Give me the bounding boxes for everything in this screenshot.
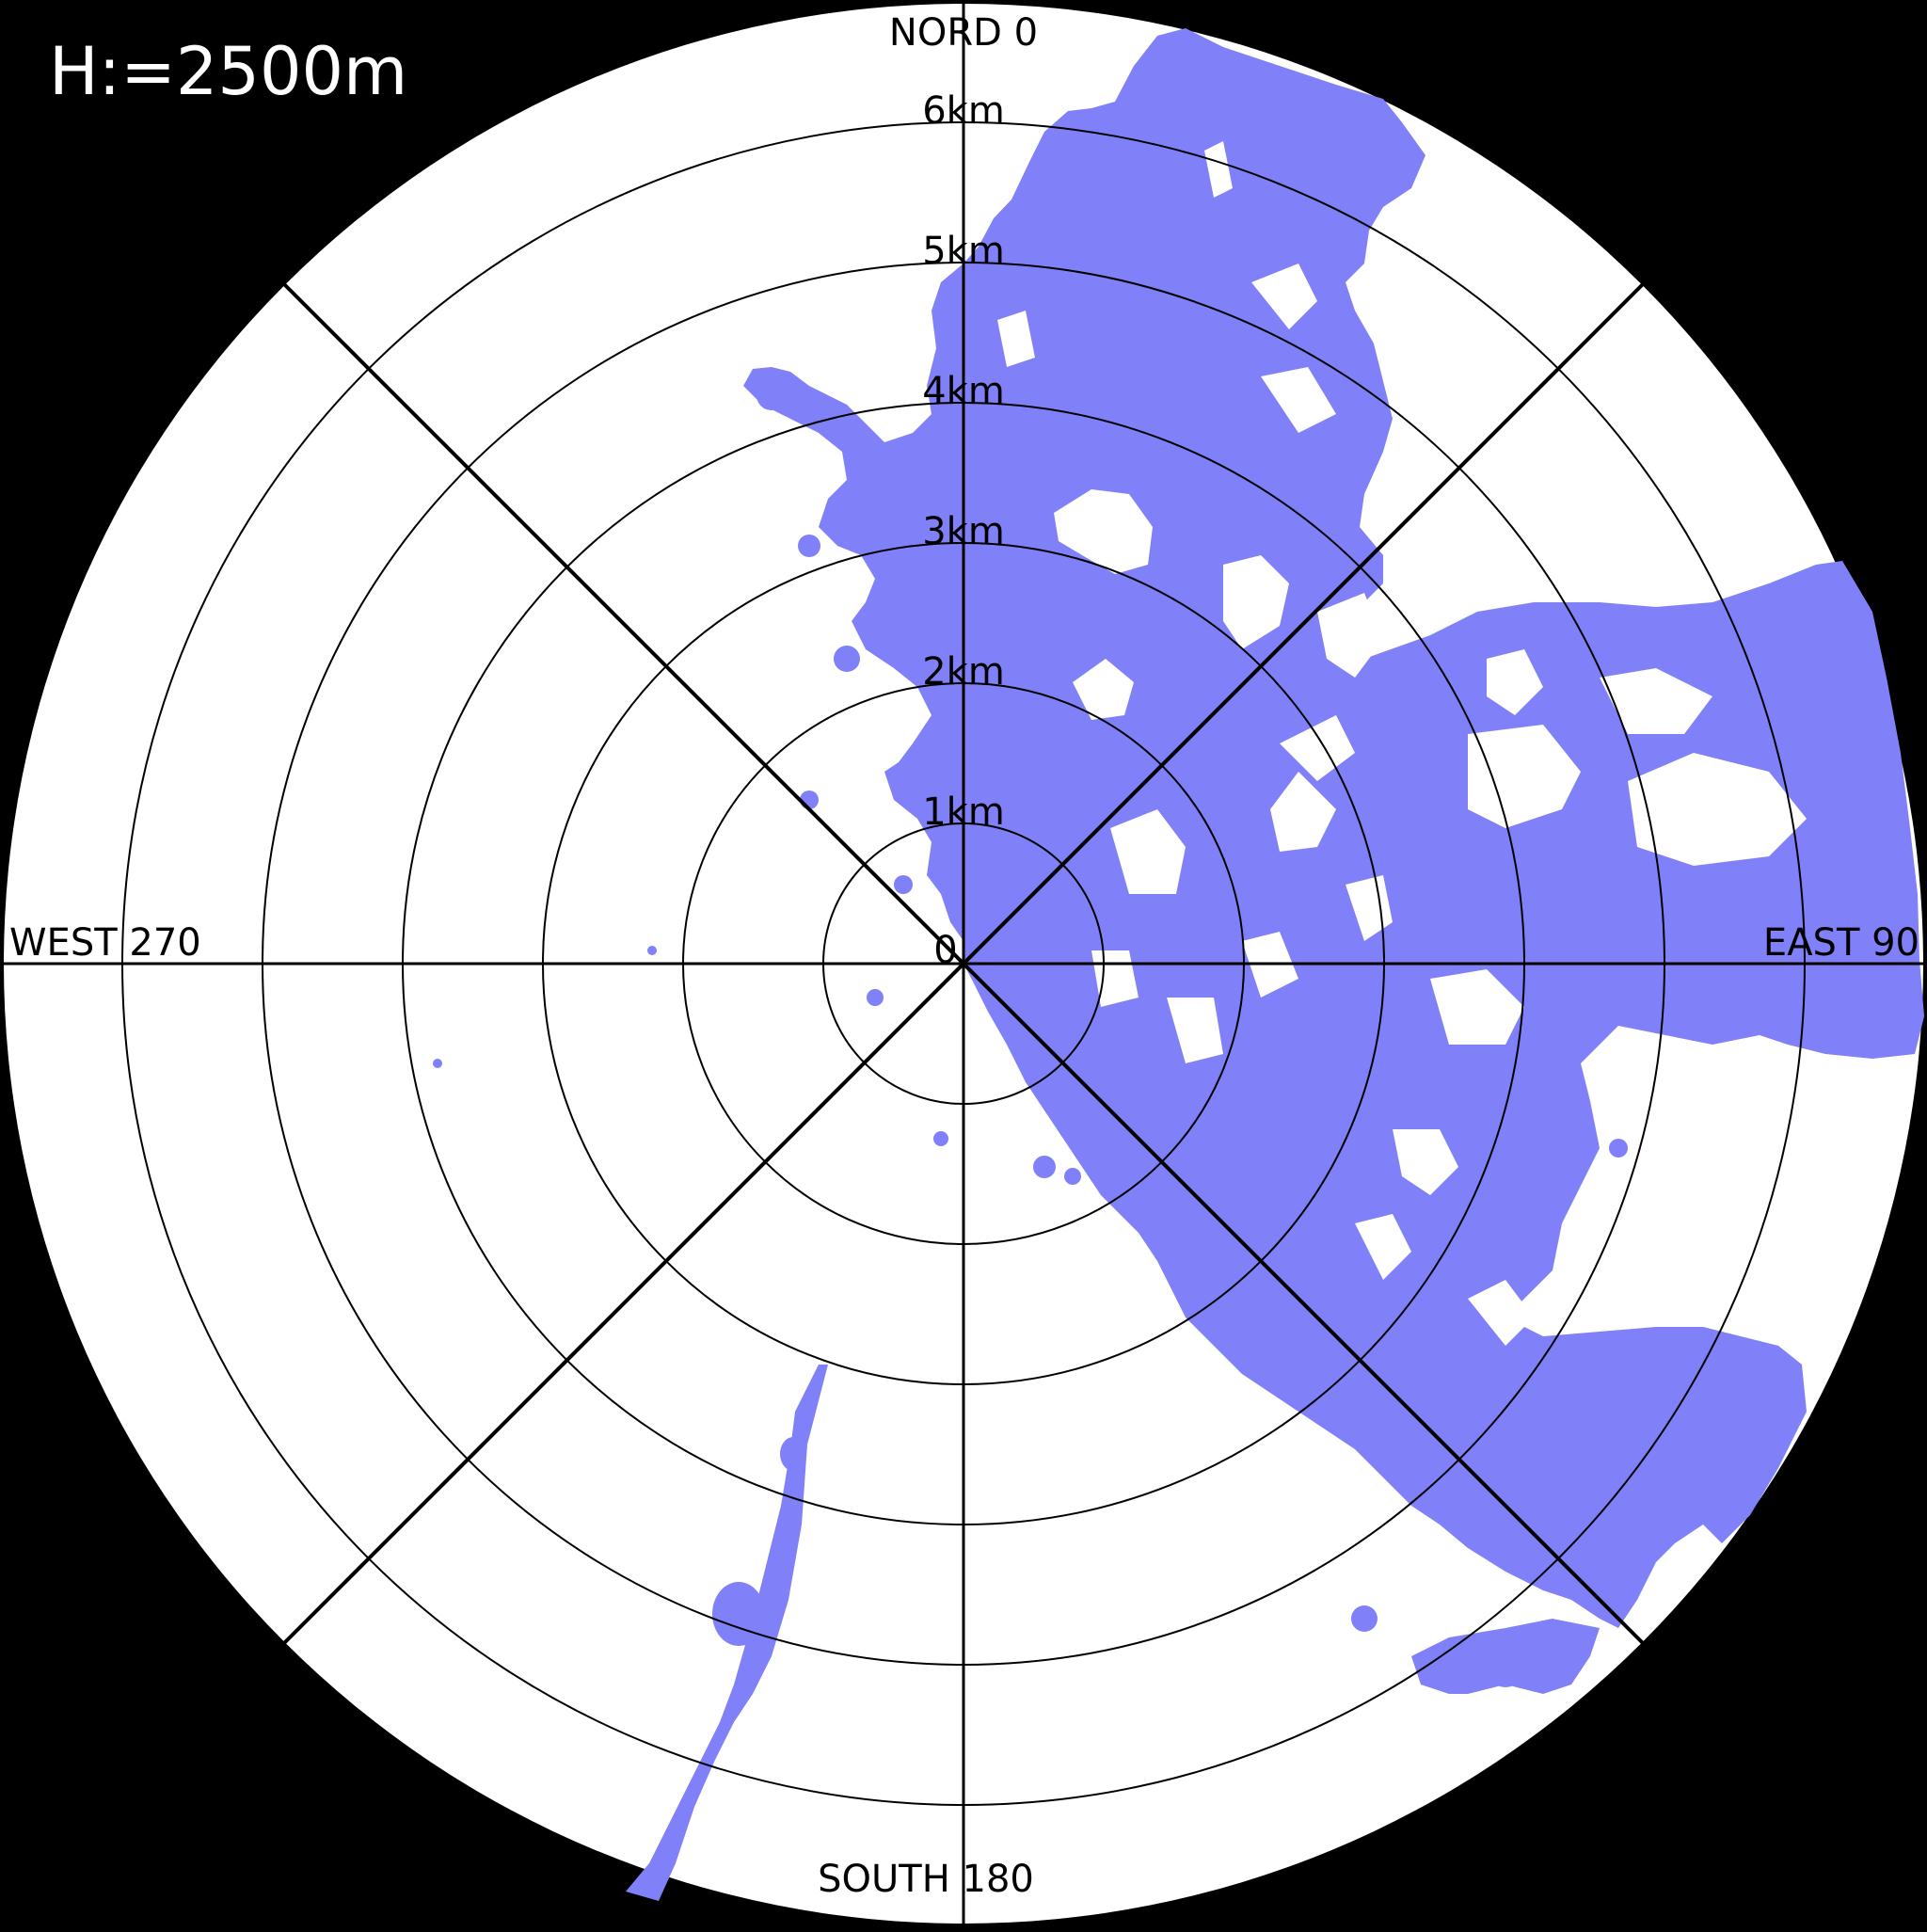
direction-label-south: SOUTH 180 (818, 1858, 1034, 1901)
echo-gap (1270, 772, 1336, 852)
range-ring-label-layer: 1km 2km 3km 4km 5km 6km (922, 89, 1005, 834)
echo-fleck (647, 946, 657, 955)
echo-gap (1261, 367, 1336, 433)
range-ring-label: 6km (922, 89, 1005, 133)
echo-main-east (964, 28, 1924, 1628)
echo-fleck (933, 1131, 948, 1146)
echo-gap (1223, 555, 1289, 649)
echo-fleck (1064, 1168, 1081, 1185)
direction-label-north: NORD 0 (889, 11, 1038, 55)
echo-fleck (1329, 1319, 1362, 1353)
echo-fleck (798, 535, 820, 557)
echo-fleck (867, 989, 884, 1006)
echo-gap (1110, 809, 1186, 894)
echo-fleck (756, 380, 787, 410)
echo-gap (1487, 649, 1543, 715)
direction-label-west: WEST 270 (9, 921, 201, 965)
echo-fleck (1489, 1653, 1522, 1687)
echo-gap (1317, 593, 1383, 678)
echo-gap (1251, 263, 1317, 329)
echo-layer (433, 28, 1924, 1901)
echo-fleck (1172, 1163, 1199, 1190)
direction-label-east: EAST 90 (1763, 921, 1919, 965)
range-ring-label: 2km (922, 650, 1005, 694)
echo-gap (997, 311, 1035, 367)
range-ring-label: 5km (922, 230, 1005, 273)
echo-gap (1468, 725, 1581, 828)
echo-gap (1430, 969, 1524, 1045)
height-label: H:=2500m (49, 33, 407, 110)
echo-gap (1355, 1214, 1411, 1280)
range-ring-label: 3km (922, 510, 1005, 553)
echo-spoke-node (712, 1582, 765, 1646)
echo-gap (1468, 1280, 1534, 1346)
echo-fleck (800, 790, 819, 809)
echo-gap (1280, 715, 1355, 781)
echo-fleck (834, 646, 860, 672)
echo-fleck (1351, 1605, 1378, 1632)
echo-gap (1600, 668, 1712, 734)
echo-spoke-node (780, 1437, 806, 1471)
echo-gap (1167, 998, 1223, 1063)
echo-gap (1346, 875, 1393, 941)
echo-fleck (433, 1059, 442, 1068)
echo-gap (1204, 141, 1233, 198)
echo-gap (1628, 753, 1807, 866)
echo-gap (1054, 489, 1153, 574)
echo-fleck (1033, 1156, 1056, 1178)
echo-north-west (743, 263, 964, 941)
echo-fleck (1227, 1208, 1257, 1238)
range-ring-label: 4km (922, 370, 1005, 413)
echo-gap-layer (997, 141, 1807, 1346)
range-ring-label: 1km (922, 790, 1005, 834)
echo-fleck (894, 875, 913, 894)
echo-gap (1073, 659, 1134, 720)
diagonal-ne-sw (282, 282, 1645, 1645)
echo-south-spoke (626, 1365, 828, 1901)
echo-fleck (1609, 1139, 1628, 1158)
echo-gap (1393, 1129, 1458, 1195)
origin-label: 0 (933, 929, 957, 972)
